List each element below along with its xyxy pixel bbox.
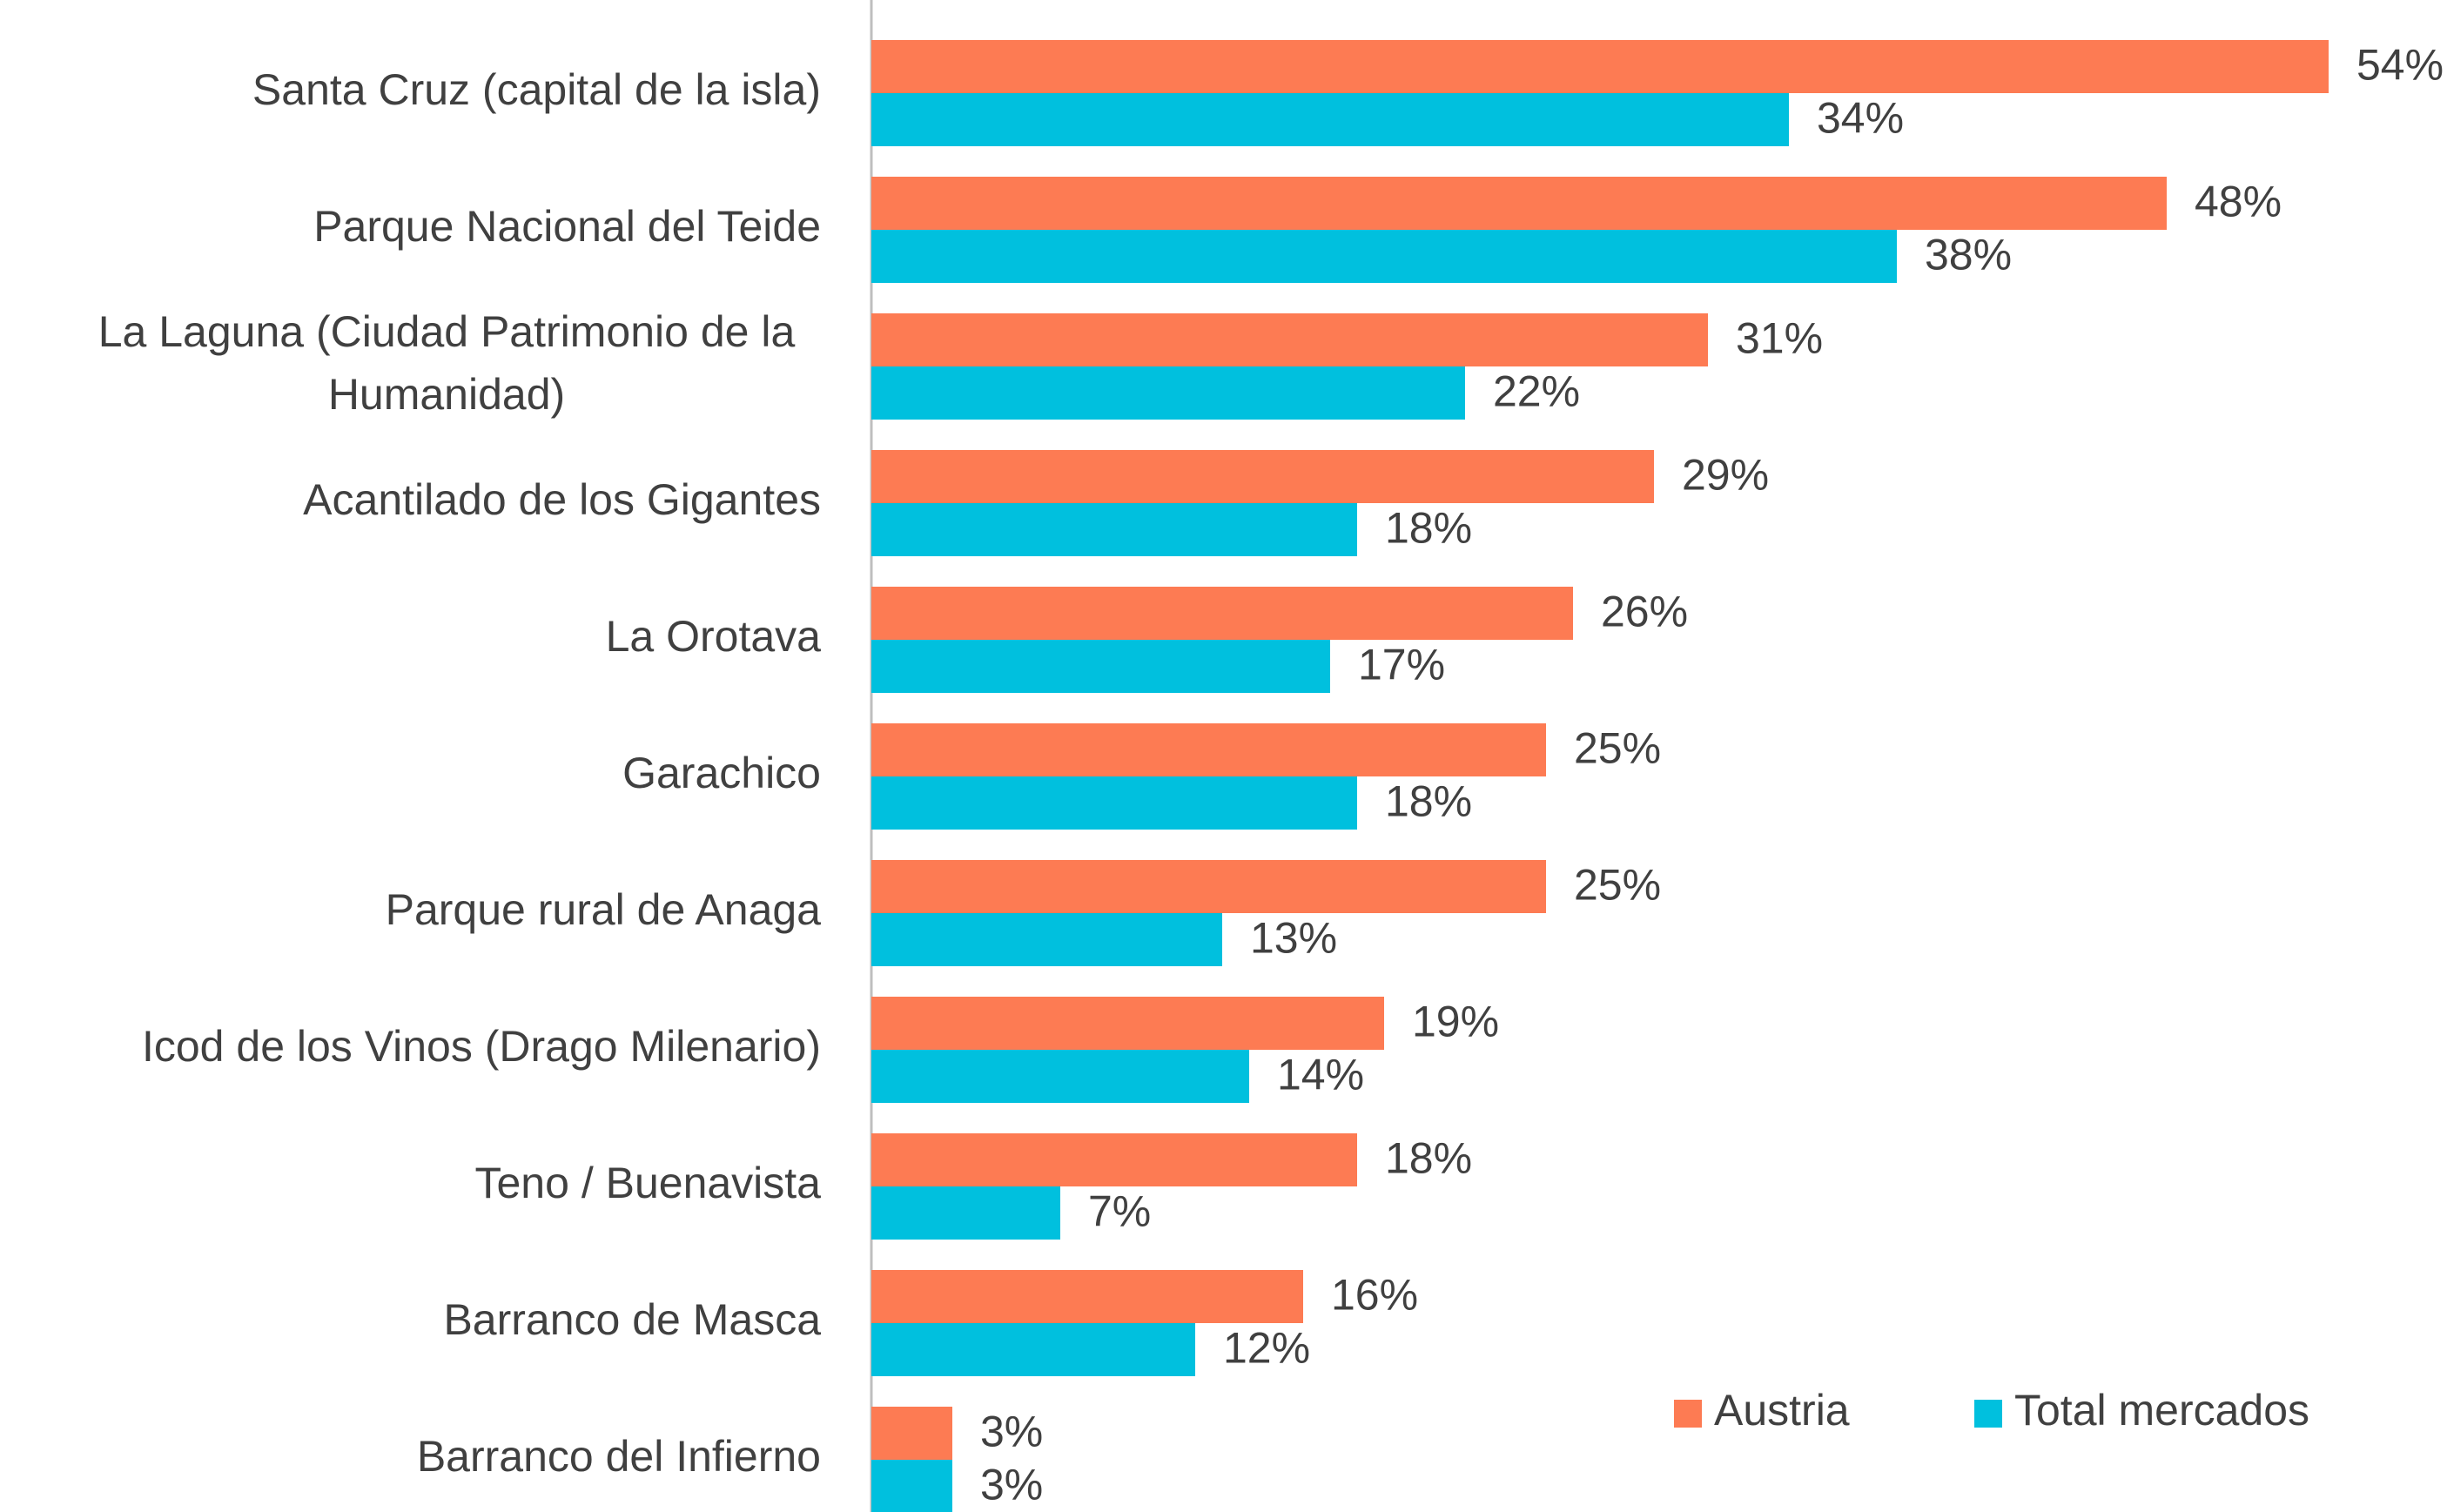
- bar: [871, 1460, 952, 1512]
- bar: [871, 503, 1357, 556]
- bar: [871, 40, 2329, 93]
- bar: [871, 1186, 1060, 1240]
- legend-swatch: [1674, 1400, 1702, 1428]
- bar: [871, 997, 1384, 1050]
- legend-label: Austria: [1714, 1386, 1850, 1435]
- bar: [871, 723, 1546, 776]
- value-label: 18%: [1385, 504, 1472, 553]
- value-label: 16%: [1331, 1271, 1418, 1320]
- bar: [871, 177, 2167, 230]
- value-label: 25%: [1574, 861, 1661, 910]
- category-label: Icod de los Vinos (Drago Milenario): [142, 1022, 821, 1071]
- value-label: 18%: [1385, 777, 1472, 826]
- value-label: 22%: [1493, 367, 1580, 416]
- value-label: 48%: [2195, 178, 2282, 226]
- value-label: 13%: [1250, 914, 1337, 963]
- bar: [871, 640, 1330, 693]
- category-label-line: Humanidad): [328, 370, 565, 419]
- value-label: 17%: [1358, 641, 1445, 689]
- value-label: 7%: [1088, 1187, 1151, 1236]
- category-label: Acantilado de los Gigantes: [303, 475, 821, 524]
- value-label: 26%: [1601, 588, 1688, 636]
- category-label: Barranco de Masca: [443, 1295, 821, 1344]
- bar: [871, 587, 1573, 640]
- bar: [871, 1050, 1249, 1103]
- bar: [871, 313, 1708, 366]
- category-label-line: La Laguna (Ciudad Patrimonio de la: [98, 307, 796, 356]
- category-label: Parque rural de Anaga: [386, 885, 822, 934]
- value-label: 31%: [1736, 314, 1823, 363]
- value-label: 29%: [1682, 451, 1769, 500]
- legend-label: Total mercados: [2014, 1386, 2309, 1435]
- value-label: 38%: [1925, 231, 2012, 279]
- bar: [871, 93, 1789, 146]
- value-label: 54%: [2356, 41, 2444, 90]
- category-label: La Orotava: [606, 612, 822, 661]
- bar: [871, 776, 1357, 830]
- value-label: 3%: [980, 1461, 1043, 1509]
- category-label: Parque Nacional del Teide: [313, 202, 821, 251]
- value-label: 18%: [1385, 1134, 1472, 1183]
- category-label: Garachico: [622, 749, 821, 797]
- bar: [871, 1407, 952, 1460]
- category-label: Barranco del Infierno: [417, 1432, 821, 1481]
- bar: [871, 860, 1546, 913]
- value-label: 12%: [1223, 1324, 1310, 1373]
- value-label: 19%: [1412, 998, 1499, 1046]
- value-label: 14%: [1277, 1051, 1364, 1099]
- bar: [871, 230, 1897, 283]
- bar: [871, 450, 1654, 503]
- value-label: 3%: [980, 1408, 1043, 1456]
- bar: [871, 913, 1222, 966]
- category-label: Santa Cruz (capital de la isla): [252, 65, 821, 114]
- category-label: La Laguna (Ciudad Patrimonio de la Humani…: [98, 307, 796, 419]
- bar: [871, 1133, 1357, 1186]
- bar: [871, 1323, 1195, 1376]
- legend-swatch: [1974, 1400, 2002, 1428]
- bar: [871, 1270, 1303, 1323]
- category-label: Teno / Buenavista: [475, 1159, 822, 1207]
- value-label: 34%: [1817, 94, 1904, 143]
- value-label: 25%: [1574, 724, 1661, 773]
- bar: [871, 366, 1465, 420]
